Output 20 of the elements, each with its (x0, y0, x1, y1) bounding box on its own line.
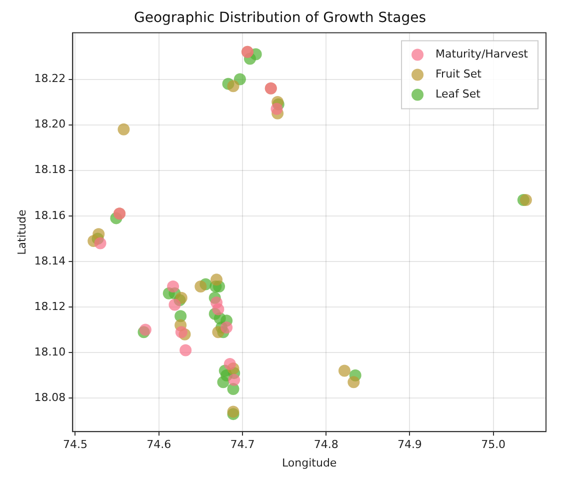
y-tick-label: 18.18 (34, 163, 66, 176)
y-tick-label: 18.20 (34, 118, 66, 131)
x-tick-label: 75.0 (481, 438, 506, 452)
y-tick-label: 18.16 (34, 208, 66, 222)
x-tick-label: 74.8 (314, 438, 338, 452)
legend-label: Leaf Set (436, 88, 482, 101)
y-tick-label: 18.12 (34, 300, 66, 313)
x-tick-label: 74.6 (146, 438, 172, 452)
x-tick-label: 74.9 (397, 438, 422, 452)
y-tick-label: 18.10 (34, 345, 66, 358)
x-axis-title: Longitude (282, 456, 337, 470)
y-axis-title: Latitude (15, 209, 28, 255)
y-tick-label: 18.14 (34, 254, 66, 268)
x-tick-label: 74.5 (62, 438, 88, 452)
legend-label: Maturity/Harvest (436, 48, 529, 61)
y-tick-label: 18.22 (34, 72, 66, 86)
legend-label: Fruit Set (436, 68, 482, 81)
x-tick-label: 74.7 (230, 438, 255, 452)
chart-title: Geographic Distribution of Growth Stages (134, 10, 426, 26)
y-tick-label: 18.08 (34, 390, 66, 404)
